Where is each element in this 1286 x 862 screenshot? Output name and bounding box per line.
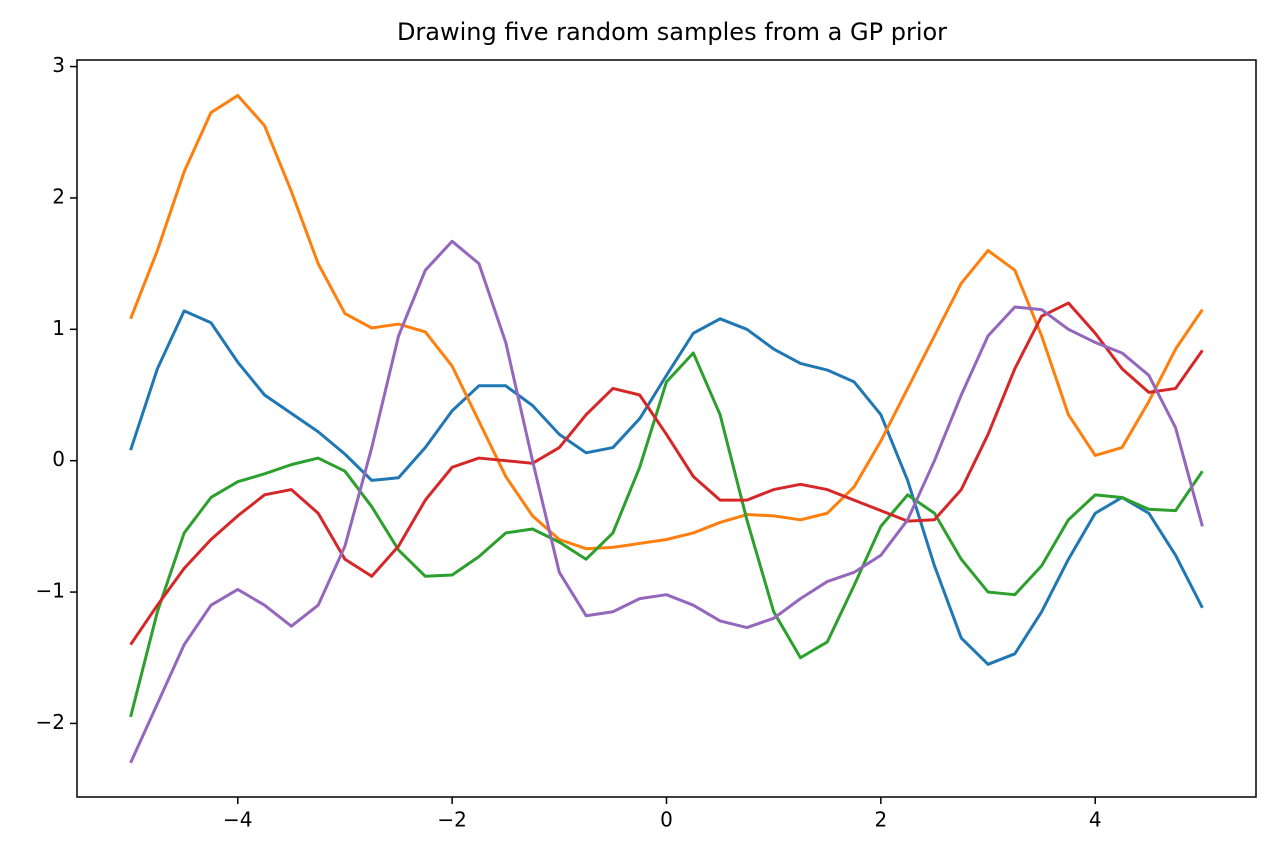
x-tick-label: −2 <box>437 808 466 832</box>
x-tick-label: 4 <box>1089 808 1102 832</box>
y-tick-label: −2 <box>36 710 65 734</box>
series-line <box>129 239 1204 764</box>
series-line <box>129 309 1204 666</box>
plot-frame <box>76 59 1257 798</box>
y-tick-label: 0 <box>52 447 65 471</box>
x-tick-label: −4 <box>223 808 252 832</box>
x-tick-label: 0 <box>660 808 673 832</box>
y-tick-label: −1 <box>36 579 65 603</box>
chart-title: Drawing five random samples from a GP pr… <box>397 18 947 46</box>
series-line <box>129 351 1204 718</box>
series-line <box>129 301 1204 646</box>
x-tick-label: 2 <box>874 808 887 832</box>
y-tick-label: 2 <box>52 184 65 208</box>
y-tick-label: 1 <box>52 316 65 340</box>
y-tick-label: 3 <box>52 53 65 77</box>
series-line <box>129 93 1204 551</box>
